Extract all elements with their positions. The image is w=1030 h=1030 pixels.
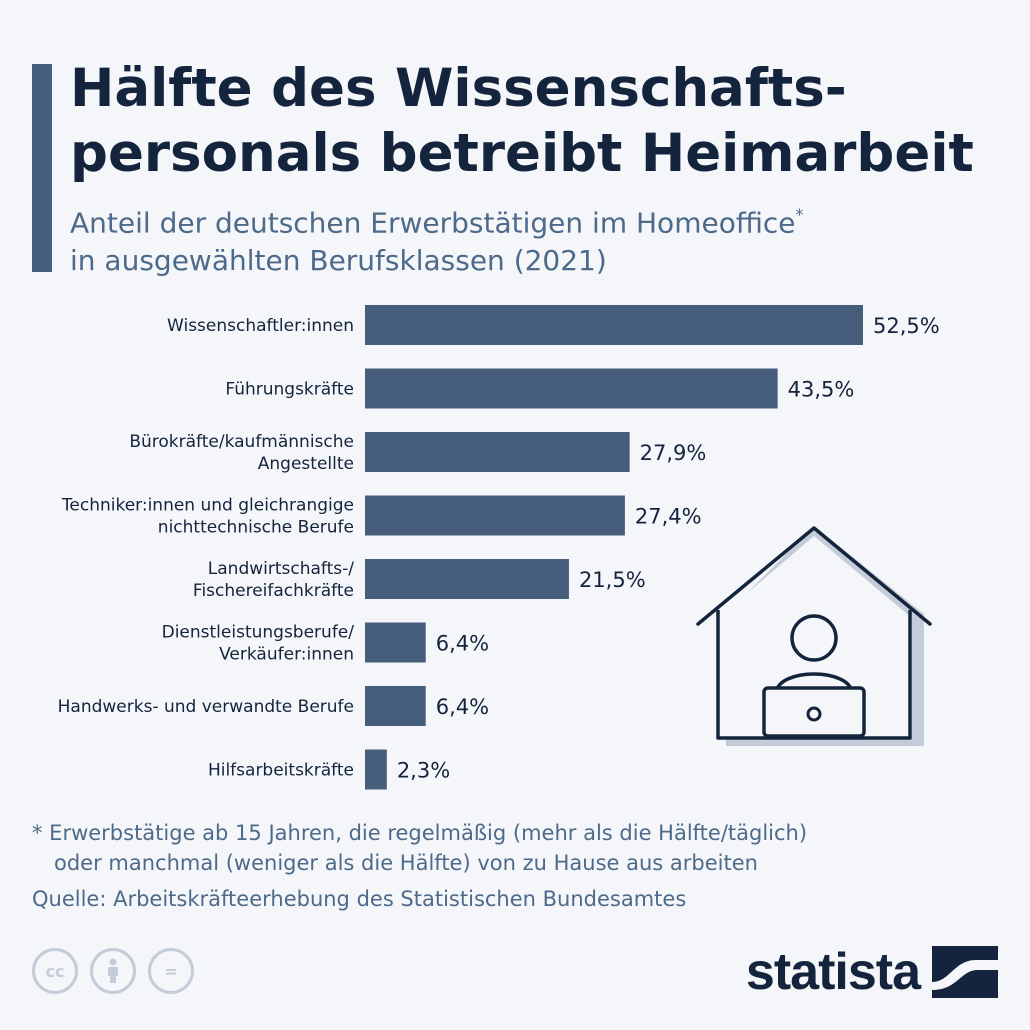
brand-name: statista (745, 943, 921, 1001)
value-label: 2,3% (397, 759, 450, 783)
category-label: Techniker:innen und gleichrangige (61, 496, 354, 516)
value-label: 21,5% (579, 568, 646, 592)
person-glyph-icon (108, 958, 118, 983)
category-label: nichttechnische Berufe (158, 518, 354, 538)
person-shoulders-icon (774, 672, 854, 693)
value-label: 27,9% (640, 441, 707, 465)
laptop-icon (762, 686, 866, 738)
bar (365, 559, 569, 599)
value-label: 6,4% (436, 632, 489, 656)
value-label: 43,5% (788, 378, 855, 402)
title-line-1: Hälfte des Wissenschafts- (70, 58, 847, 119)
category-label: Dienstleistungsberufe/ (162, 623, 355, 643)
footnote: * Erwerbstätige ab 15 Jahren, die regelm… (32, 818, 1012, 878)
category-label: Verkäufer:innen (219, 645, 354, 665)
house-with-person-at-laptop-icon (696, 526, 932, 746)
bar-row: 6,4% Dienstleistungsberufe/Verkäufer:inne… (162, 622, 489, 665)
cc-icon[interactable]: cc (32, 948, 78, 994)
page-title: Hälfte des Wissenschafts- personals betr… (70, 56, 1010, 186)
title-accent-bar (32, 64, 52, 272)
equals-glyph: = (164, 961, 178, 981)
bar (365, 686, 426, 726)
bar (365, 368, 778, 409)
person-head-icon (790, 614, 838, 662)
category-label: Bürokräfte/kaufmännische (129, 432, 354, 452)
nd-equals-icon[interactable]: = (148, 948, 194, 994)
category-label: Führungskräfte (225, 380, 354, 400)
subtitle-text-1: Anteil der deutschen Erwerbstätigen im H… (70, 206, 796, 240)
value-label: 6,4% (436, 695, 489, 719)
house-roof-line (696, 526, 932, 626)
category-label: Wissenschaftler:innen (167, 316, 354, 336)
statista-logo-icon (932, 946, 998, 998)
bar-row: 43,5% Führungskräfte (225, 368, 855, 409)
laptop-logo-icon (806, 706, 822, 722)
bar (365, 305, 863, 345)
bar-row: 2,3% Hilfsarbeitskräfte (208, 749, 450, 790)
value-label: 52,5% (873, 314, 940, 338)
subtitle-line-1: Anteil der deutschen Erwerbstätigen im H… (70, 198, 1010, 242)
bar-row: 52,5% Wissenschaftler:innen (167, 305, 940, 345)
bar-row: 27,4% Techniker:innen und gleichrangigeni… (61, 495, 702, 538)
license-icons: cc = (32, 948, 194, 994)
category-label: Angestellte (258, 454, 354, 474)
bar (365, 495, 625, 536)
category-label: Landwirtschafts-/ (208, 559, 354, 579)
category-label: Fischereifachkräfte (193, 581, 354, 601)
footnote-line-1: * Erwerbstätige ab 15 Jahren, die regelm… (32, 821, 808, 845)
subtitle: Anteil der deutschen Erwerbstätigen im H… (70, 198, 1010, 280)
source-note: Quelle: Arbeitskräfteerhebung des Statis… (32, 887, 687, 911)
subtitle-line-2: in ausgewählten Berufsklassen (2021) (70, 244, 607, 278)
category-label: Handwerks- und verwandte Berufe (58, 697, 354, 717)
statista-brand[interactable]: statista (746, 942, 998, 1002)
cc-glyph: cc (45, 961, 65, 981)
title-line-2: personals betreibt Heimarbeit (70, 123, 974, 184)
bar (365, 622, 426, 663)
footnote-line-2: oder manchmal (weniger als die Hälfte) v… (54, 851, 758, 875)
bar (365, 432, 630, 472)
category-label: Hilfsarbeitskräfte (208, 761, 354, 781)
bar (365, 749, 387, 790)
house-walls-line (716, 610, 912, 740)
bar-chart: 52,5% Wissenschaftler:innen 43,5% Führungsk… (58, 305, 940, 790)
by-person-icon[interactable] (90, 948, 136, 994)
value-label: 27,4% (635, 505, 702, 529)
bar-row: 21,5% Landwirtschafts-/Fischereifachkräft… (193, 559, 646, 601)
subtitle-footnote-marker: * (795, 205, 804, 224)
bar-row: 6,4% Handwerks- und verwandte Berufe (58, 686, 489, 726)
